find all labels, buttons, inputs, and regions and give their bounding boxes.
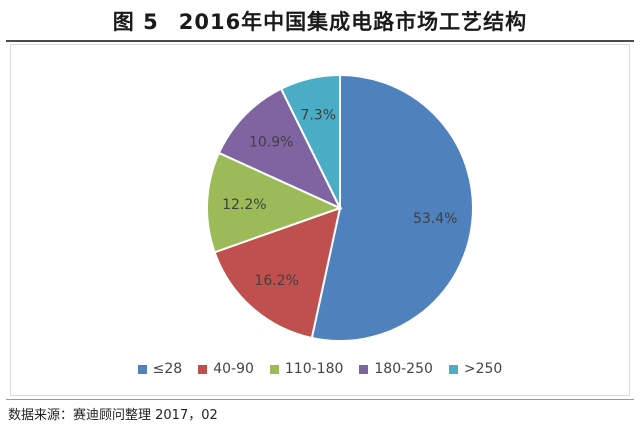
pie-slice-label-3: 10.9% (249, 134, 293, 150)
legend-item-2: 110-180 (269, 361, 344, 377)
pie-slice-label-4: 7.3% (300, 108, 336, 124)
legend-item-0: ≤28 (137, 361, 183, 377)
figure-title-text: 2016年中国集成电路市场工艺结构 (178, 10, 528, 34)
pie-slice-label-1: 16.2% (254, 273, 298, 289)
pie-slice-0 (310, 73, 474, 342)
figure-label: 图 5 (112, 10, 159, 34)
chart-legend: ≤28 40-90 110-180 180-250 >250 (0, 361, 640, 377)
title-divider (6, 40, 634, 42)
legend-item-1: 40-90 (198, 361, 254, 377)
legend-swatch-0 (137, 364, 147, 374)
data-source-note: 数据来源：赛迪顾问整理 2017，02 (8, 408, 218, 423)
legend-item-4: >250 (448, 361, 503, 377)
pie-slice-label-2: 12.2% (222, 197, 266, 213)
legend-label-4: >250 (463, 361, 503, 377)
pie-slice-2 (206, 151, 343, 254)
pie-slice-label-0: 53.4% (413, 211, 457, 227)
legend-swatch-4 (448, 364, 458, 374)
source-divider (6, 399, 634, 400)
legend-label-0: ≤28 (152, 361, 183, 377)
legend-item-3: 180-250 (359, 361, 433, 377)
legend-swatch-3 (359, 364, 369, 374)
pie-slice-4 (279, 73, 341, 209)
legend-swatch-1 (198, 364, 208, 374)
figure-title: 图 5 2016年中国集成电路市场工艺结构 (0, 6, 640, 36)
legend-label-1: 40-90 (213, 361, 254, 377)
pie-slice-3 (217, 87, 343, 211)
legend-label-3: 180-250 (374, 361, 433, 377)
legend-label-2: 110-180 (284, 361, 344, 377)
pie-slice-1 (213, 206, 342, 340)
legend-swatch-2 (269, 364, 279, 374)
pie-chart: 53.4% 16.2% 12.2% 10.9% 7.3% (206, 73, 474, 342)
